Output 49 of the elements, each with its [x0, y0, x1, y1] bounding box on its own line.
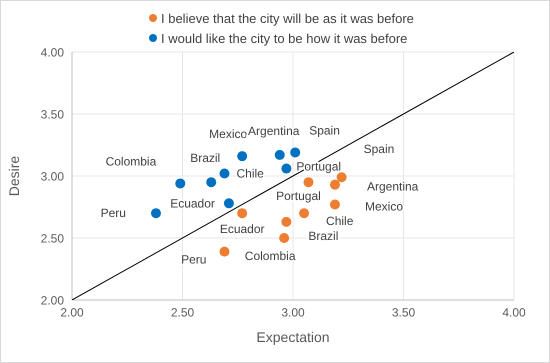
- point: [281, 164, 292, 174]
- point: [290, 147, 300, 158]
- point: [279, 233, 290, 243]
- point: [274, 150, 285, 160]
- point: [330, 200, 340, 210]
- point: [237, 208, 248, 218]
- annotation: Spain: [309, 123, 340, 138]
- annotation: Brazil: [308, 228, 338, 243]
- point: [303, 177, 314, 188]
- annotation: Ecuador: [220, 222, 265, 236]
- annotation: Brazil: [190, 151, 220, 166]
- point: [336, 172, 347, 182]
- x-tick-label: 2.50: [170, 306, 194, 320]
- y-tick-label: 4.00: [40, 45, 64, 60]
- point: [237, 151, 248, 162]
- annotation: Portugal: [276, 189, 321, 204]
- y-tick-label: 2.50: [40, 231, 64, 246]
- point: [150, 208, 161, 218]
- point: [224, 198, 234, 208]
- annotation: Chile: [326, 214, 354, 228]
- point: [330, 180, 340, 190]
- x-tick-label: 3.50: [392, 306, 416, 320]
- y-tick-label: 3.50: [40, 107, 64, 122]
- point: [219, 168, 230, 179]
- point: [281, 216, 292, 227]
- annotation: Argentina: [248, 124, 300, 138]
- annotation: Chile: [236, 166, 264, 181]
- x-tick-label: 3.00: [281, 306, 305, 320]
- annotation: Ecuador: [170, 196, 215, 210]
- y-tick-label: 3.00: [40, 169, 64, 184]
- annotation: Mexico: [364, 200, 404, 214]
- legend-label: I would like the city to be how it was before: [161, 30, 408, 46]
- y-axis-title: Desire: [6, 156, 22, 196]
- point: [175, 178, 186, 188]
- x-tick-label: 2.00: [60, 306, 84, 320]
- point: [206, 177, 216, 188]
- x-tick-label: 4.00: [502, 306, 526, 320]
- annotation: Spain: [364, 142, 394, 156]
- annotation: Argentina: [366, 180, 419, 194]
- point: [219, 246, 230, 257]
- annotation: Colombia: [106, 154, 157, 168]
- point: [299, 208, 310, 218]
- annotation: Colombia: [244, 249, 296, 263]
- x-axis-title: Expectation: [256, 329, 330, 345]
- annotation: Peru: [100, 206, 126, 220]
- annotation: Peru: [181, 252, 206, 267]
- y-tick-label: 2.00: [40, 293, 64, 308]
- legend-label: I believe that the city will be as it was before: [161, 10, 414, 26]
- annotation: Mexico: [209, 127, 248, 142]
